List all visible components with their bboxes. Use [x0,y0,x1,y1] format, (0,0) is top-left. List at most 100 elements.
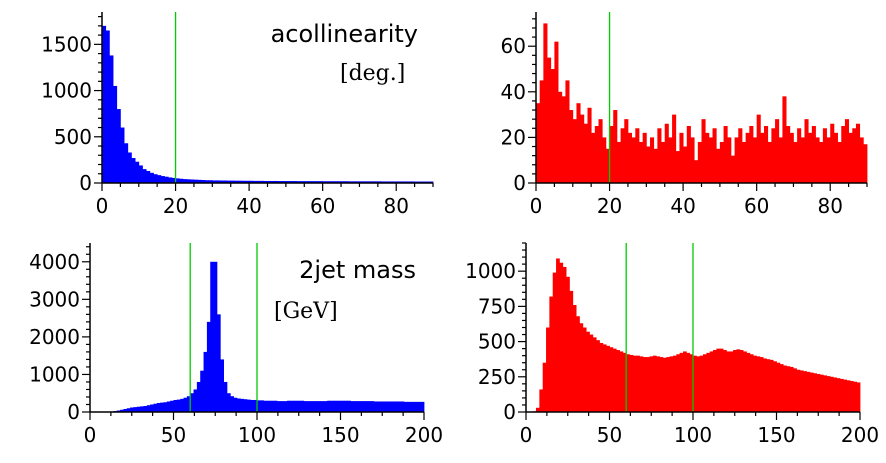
bar-2jet-mass [190,393,194,412]
bar-2jet-mass-red [713,350,717,412]
bar-acollinearity [348,181,353,183]
bar-2jet-mass-red [843,379,848,412]
bar-2jet-mass [317,401,321,412]
bar-acollinearity-red [716,148,721,183]
bar-2jet-mass-red [559,262,564,412]
bar-2jet-mass [193,389,198,412]
y-tick-label: 500 [478,330,516,354]
bar-2jet-mass-red [549,296,554,412]
x-tick-label: 20 [597,194,622,218]
bar-acollinearity [388,181,393,183]
bar-acollinearity [274,180,279,183]
bar-2jet-mass-red [689,354,694,412]
y-tick-label: 20 [501,125,526,149]
bar-acollinearity-red [635,128,640,183]
axes-acollinearity: 0 20 40 60 80 0 500 1000 1500 [41,12,434,218]
bar-acollinearity [300,181,305,183]
bars-acollinearity-red [536,23,868,184]
bar-acollinearity-red [752,137,758,183]
bar-2jet-mass [330,400,335,412]
bar-2jet-mass-red [556,258,560,412]
bar-acollinearity [311,181,316,183]
x-tick-label: 0 [520,423,533,447]
bar-acollinearity [105,30,110,183]
x-tick-label: 0 [84,423,97,447]
bar-acollinearity-red [569,110,574,183]
bar-acollinearity [403,181,408,183]
bar-acollinearity [138,165,143,183]
bar-2jet-mass-red [839,378,844,412]
bar-acollinearity [260,180,265,183]
panel-acollinearity: 0 20 40 60 80 0 500 1000 1500 acollinearity [deg… [41,12,434,218]
bar-acollinearity-red [852,128,857,183]
bar-2jet-mass-red [743,351,747,412]
bar-2jet-mass [163,402,168,412]
bar-2jet-mass [243,399,248,412]
bar-2jet-mass-red [746,352,751,412]
bar-acollinearity-red [756,114,761,183]
bar-2jet-mass [277,401,281,412]
bar-acollinearity-red [741,141,747,183]
bar-2jet-mass-red [669,356,674,412]
y-tick-label: 3000 [29,287,80,311]
bar-acollinearity-red [819,141,824,183]
bar-2jet-mass-red [552,272,557,412]
y-tick-label: 1000 [29,362,80,386]
bar-2jet-mass-red [836,378,841,412]
bar-2jet-mass [143,405,148,412]
bar-acollinearity [337,181,342,183]
bar-2jet-mass [323,401,328,412]
bar-2jet-mass [173,399,178,412]
bar-2jet-mass-red [849,381,854,412]
bar-acollinearity-red [642,132,647,183]
bar-acollinearity [227,180,232,183]
y-tick-label: 250 [478,365,516,389]
bar-acollinearity-red [598,119,603,183]
bar-acollinearity-red [646,146,651,183]
bar-2jet-mass [160,402,164,412]
bar-2jet-mass-red [539,389,544,412]
bar-2jet-mass-red [696,356,701,412]
bar-2jet-mass-red [796,369,801,412]
bar-2jet-mass [253,399,258,412]
x-tick-label: 0 [96,194,109,218]
bar-acollinearity-red [591,132,596,183]
bar-acollinearity-red [782,96,787,183]
bar-2jet-mass [373,401,378,412]
bar-2jet-mass-red [793,368,797,412]
bar-acollinearity [241,180,246,183]
bar-2jet-mass [123,409,128,412]
bar-acollinearity-red [830,123,835,183]
y-tick-label: 0 [67,400,80,424]
bar-2jet-mass-red [666,357,671,412]
bar-2jet-mass-red [823,375,827,412]
bar-2jet-mass-red [616,350,620,412]
bar-acollinearity [363,181,368,183]
bar-acollinearity-red [554,41,559,183]
bar-acollinearity [392,181,397,183]
bar-acollinearity [289,181,294,183]
bar-2jet-mass [246,399,251,412]
x-tick-label: 40 [236,194,261,218]
bar-2jet-mass [340,400,345,412]
bar-acollinearity [223,180,228,183]
bar-acollinearity-red [826,137,831,183]
bar-acollinearity-red [616,141,621,183]
bar-2jet-mass-red [599,342,604,412]
y-tick-label: 1000 [465,259,516,283]
bar-acollinearity [315,181,320,183]
bar-acollinearity [344,181,349,183]
bar-acollinearity [293,181,298,183]
bar-acollinearity-red [539,80,544,183]
bar-acollinearity-red [624,119,629,183]
bar-acollinearity-red [572,119,577,183]
bar-2jet-mass [420,401,425,412]
bar-2jet-mass-red [773,361,777,412]
bar-acollinearity-red [657,128,662,183]
bar-2jet-mass-red [569,290,574,412]
bar-2jet-mass-red [606,345,610,412]
bar-2jet-mass-red [779,364,784,412]
bar-2jet-mass [183,397,188,412]
bar-acollinearity [160,176,165,183]
